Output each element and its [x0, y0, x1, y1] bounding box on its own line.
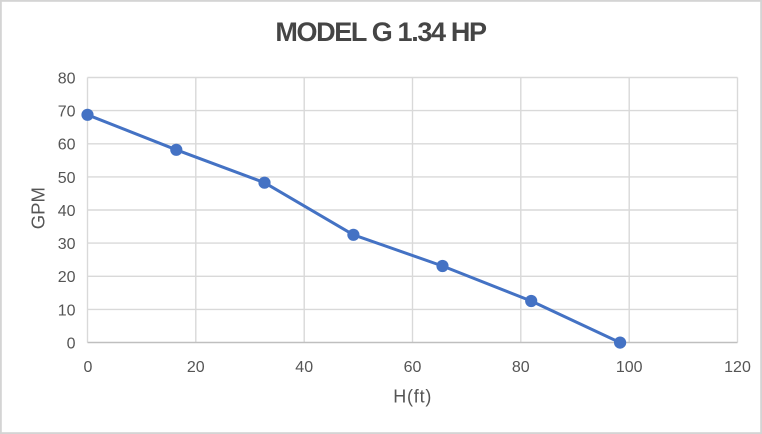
svg-text:10: 10	[58, 302, 76, 319]
svg-text:60: 60	[58, 137, 76, 154]
svg-text:50: 50	[58, 170, 76, 187]
svg-text:120: 120	[724, 359, 751, 376]
svg-text:70: 70	[58, 104, 76, 121]
svg-text:40: 40	[58, 203, 76, 220]
svg-text:100: 100	[616, 359, 643, 376]
svg-text:80: 80	[512, 359, 530, 376]
svg-text:0: 0	[83, 359, 92, 376]
svg-text:MODEL G 1.34 HP: MODEL G 1.34 HP	[275, 17, 487, 47]
svg-text:20: 20	[187, 359, 205, 376]
svg-text:20: 20	[58, 269, 76, 286]
svg-text:0: 0	[67, 335, 76, 352]
svg-text:H(ft): H(ft)	[393, 386, 432, 406]
svg-text:40: 40	[295, 359, 313, 376]
svg-text:GPM: GPM	[27, 187, 48, 229]
svg-text:80: 80	[58, 70, 76, 87]
svg-text:60: 60	[404, 359, 422, 376]
svg-text:30: 30	[58, 236, 76, 253]
